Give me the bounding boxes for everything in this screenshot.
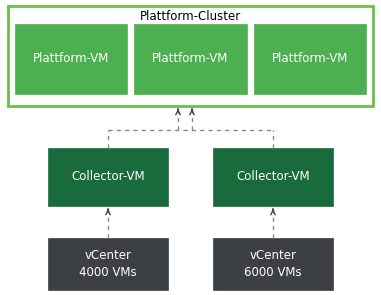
FancyBboxPatch shape — [134, 24, 247, 94]
Text: Plattform-Cluster: Plattform-Cluster — [140, 9, 241, 22]
FancyBboxPatch shape — [213, 238, 333, 290]
FancyBboxPatch shape — [15, 24, 127, 94]
Text: vCenter
6000 VMs: vCenter 6000 VMs — [244, 249, 302, 279]
FancyBboxPatch shape — [254, 24, 366, 94]
Text: Collector-VM: Collector-VM — [236, 171, 310, 183]
Text: Plattform-VM: Plattform-VM — [272, 53, 348, 65]
Text: Collector-VM: Collector-VM — [71, 171, 145, 183]
Text: vCenter
4000 VMs: vCenter 4000 VMs — [79, 249, 137, 279]
FancyBboxPatch shape — [48, 148, 168, 206]
FancyBboxPatch shape — [8, 6, 373, 106]
Text: Plattform-VM: Plattform-VM — [152, 53, 229, 65]
Text: Plattform-VM: Plattform-VM — [33, 53, 109, 65]
FancyBboxPatch shape — [48, 238, 168, 290]
FancyBboxPatch shape — [213, 148, 333, 206]
